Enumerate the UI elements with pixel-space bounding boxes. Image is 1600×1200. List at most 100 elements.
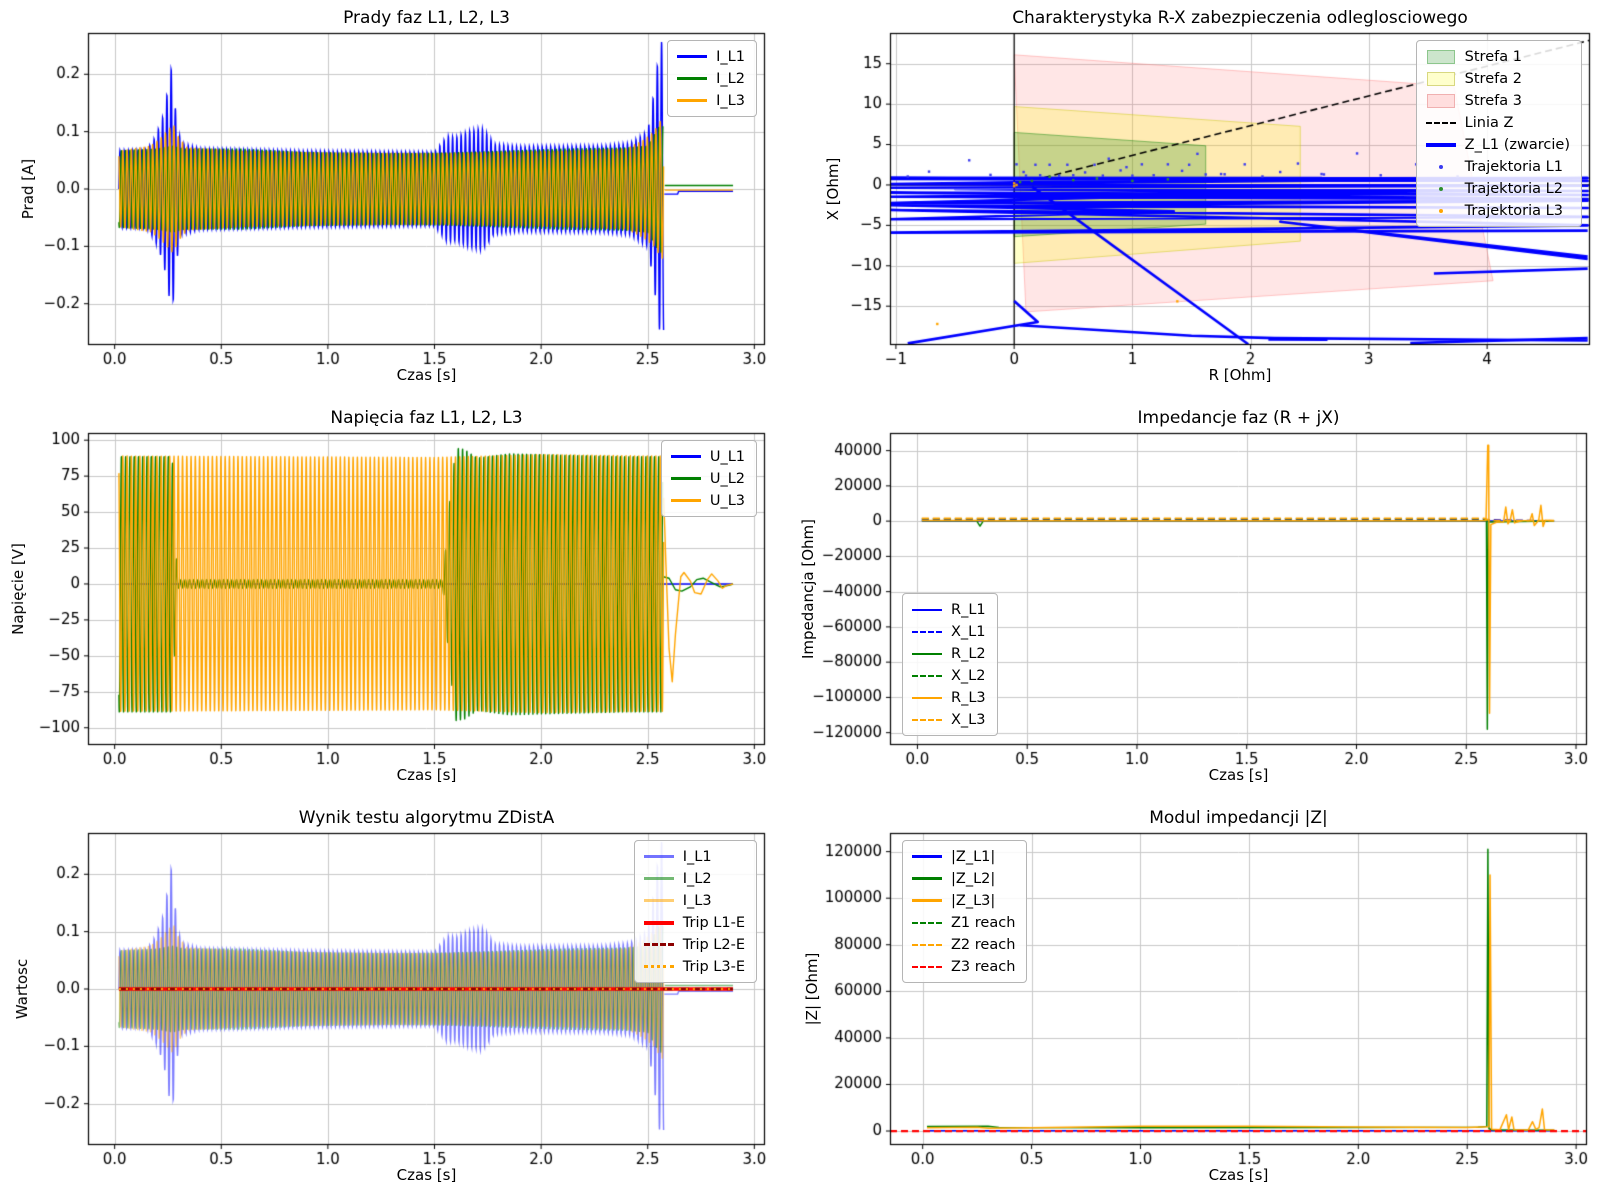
legend-swatch-line — [912, 855, 942, 858]
legend-item-label: |Z_L2| — [951, 870, 996, 887]
legend-item: Z3 reach — [912, 957, 1015, 976]
legend-item: Strefa 2 — [1426, 69, 1570, 88]
x-axis-label: Czas [s] — [396, 366, 457, 384]
legend-item: X_L2 — [912, 666, 986, 685]
legend: R_L1 X_L1 R_L2 X_L2 R_L3 X_L3 — [902, 593, 998, 736]
legend-item-label: R_L3 — [951, 689, 986, 706]
legend: |Z_L1| |Z_L2| |Z_L3| Z1 reach Z2 reach Z3 rea… — [902, 840, 1028, 983]
legend-item: Trip L3-E — [643, 957, 745, 976]
legend-item: I_L2 — [643, 869, 745, 888]
legend-item-label: Strefa 1 — [1464, 48, 1522, 65]
legend-swatch-line — [1425, 142, 1456, 147]
y-axis-label: |Z| [Ohm] — [803, 952, 821, 1026]
legend-swatch-line — [912, 965, 942, 968]
legend-item-label: U_L3 — [709, 492, 745, 509]
legend-swatch-line — [677, 99, 708, 102]
legend-swatch-line — [912, 921, 942, 924]
legend-item: R_L1 — [912, 600, 986, 619]
legend-swatch-line — [912, 674, 942, 677]
legend-item-label: I_L1 — [716, 48, 745, 65]
legend-swatch-line — [643, 920, 674, 925]
plot-title: Charakterystyka R-X zabezpieczenia odleg… — [1012, 8, 1468, 28]
legend: U_L1 U_L2 U_L3 — [660, 440, 757, 517]
legend-swatch-line — [912, 877, 942, 880]
legend-swatch-line — [643, 855, 674, 858]
legend-swatch-marker-icon — [1426, 186, 1456, 191]
legend-item: U_L1 — [670, 447, 745, 466]
legend-swatch-line — [677, 77, 708, 80]
legend: I_L1 I_L2 I_L3 — [667, 40, 757, 117]
legend-item: I_L1 — [677, 47, 745, 66]
legend-swatch-line — [912, 718, 942, 721]
plot-currents: Prady faz L1, L2, L3 Czas [s] Prad [A] I… — [0, 0, 800, 400]
y-axis-label: Wartosc — [13, 958, 31, 1020]
y-axis-label: X [Ohm] — [824, 157, 842, 221]
legend-item-label: X_L1 — [951, 623, 986, 640]
legend-item: I_L3 — [677, 91, 745, 110]
legend-item: R_L3 — [912, 688, 986, 707]
x-axis-label: Czas [s] — [1208, 766, 1269, 784]
legend-swatch-line — [912, 608, 942, 611]
legend-item-label: Z2 reach — [951, 936, 1016, 953]
legend-swatch-line — [912, 696, 942, 699]
legend-item: Trip L2-E — [643, 935, 745, 954]
legend-swatch-patch — [1426, 49, 1456, 64]
plot-rx-characteristic: Charakterystyka R-X zabezpieczenia odleg… — [800, 0, 1600, 400]
legend-swatch-line — [670, 455, 701, 458]
legend-item: |Z_L2| — [912, 869, 1015, 888]
legend-item-label: |Z_L1| — [951, 848, 996, 865]
legend-item: |Z_L3| — [912, 891, 1015, 910]
plot-voltages: Napięcia faz L1, L2, L3 Czas [s] Napięci… — [0, 400, 800, 800]
legend-swatch-patch — [1426, 71, 1456, 86]
legend-item-label: Z_L1 (zwarcie) — [1464, 136, 1570, 153]
legend-item-label: Linia Z — [1464, 114, 1514, 131]
x-axis-label: Czas [s] — [396, 1166, 457, 1184]
plot-impedance-modulus: Modul impedancji |Z| Czas [s] |Z| [Ohm] … — [800, 800, 1600, 1200]
legend-swatch-line — [643, 877, 674, 880]
legend-item: R_L2 — [912, 644, 986, 663]
legend-item: Trajektoria L1 — [1426, 157, 1570, 176]
plot-title: Impedancje faz (R + jX) — [1137, 408, 1340, 428]
y-axis-label: Impedancja [Ohm] — [799, 518, 817, 660]
legend-swatch-line — [670, 499, 701, 502]
legend-item: Strefa 3 — [1426, 91, 1570, 110]
currents-canvas — [0, 0, 800, 400]
legend-item: |Z_L1| — [912, 847, 1015, 866]
legend-item-label: Z1 reach — [951, 914, 1016, 931]
plot-title: Wynik testu algorytmu ZDistA — [298, 808, 555, 828]
legend-swatch-line — [912, 630, 942, 633]
legend-item: Trajektoria L2 — [1426, 179, 1570, 198]
legend-swatch-line — [677, 55, 708, 58]
legend-swatch-line — [912, 943, 942, 946]
plot-title: Prady faz L1, L2, L3 — [343, 8, 510, 28]
legend: Strefa 1 Strefa 2 Strefa 3 Linia Z Z_L1 (zwa… — [1415, 40, 1582, 227]
legend-item-label: I_L3 — [682, 892, 712, 909]
legend-swatch-line — [643, 899, 674, 902]
legend-item: Z2 reach — [912, 935, 1015, 954]
legend-item-label: Trip L3-E — [682, 958, 745, 975]
legend-item: Trajektoria L3 — [1426, 201, 1570, 220]
legend-swatch-line — [912, 899, 942, 902]
legend-item: I_L2 — [677, 69, 745, 88]
legend-swatch-line — [670, 477, 701, 480]
y-axis-label: Prad [A] — [19, 158, 37, 220]
legend-item-label: X_L3 — [951, 711, 986, 728]
legend-item-label: X_L2 — [951, 667, 986, 684]
legend-item-label: I_L2 — [716, 70, 745, 87]
legend-item: I_L3 — [643, 891, 745, 910]
legend-item: Linia Z — [1425, 113, 1570, 132]
x-axis-label: R [Ohm] — [1208, 366, 1272, 384]
legend-item-label: U_L2 — [709, 470, 745, 487]
plot-title: Napięcia faz L1, L2, L3 — [330, 408, 523, 428]
x-axis-label: Czas [s] — [1208, 1166, 1269, 1184]
legend-item: Z1 reach — [912, 913, 1015, 932]
legend-item: Strefa 1 — [1426, 47, 1570, 66]
legend-item: U_L3 — [670, 491, 745, 510]
legend-item-label: U_L1 — [709, 448, 745, 465]
legend-item-label: Trajektoria L1 — [1464, 158, 1563, 175]
legend-item-label: Trip L1-E — [682, 914, 745, 931]
legend-swatch-line — [643, 943, 674, 946]
legend-item: Trip L1-E — [643, 913, 745, 932]
legend-item-label: Strefa 3 — [1464, 92, 1522, 109]
